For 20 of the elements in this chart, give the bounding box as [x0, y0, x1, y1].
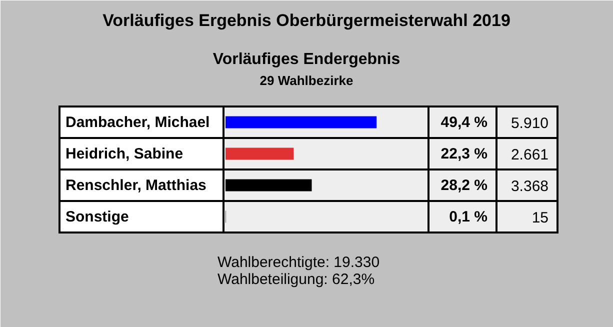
data-label: 0,1 %: [449, 208, 488, 226]
data-label: 22,3 %: [440, 145, 488, 162]
text: Wahlbeteiligung: 62,3%: [218, 271, 375, 288]
y-tick-label: Sonstige: [66, 208, 129, 226]
text: Wahlberechtigte: 19.330: [218, 254, 380, 271]
chart-subtitle: Vorläufiges Endergebnis: [212, 51, 400, 68]
chart-title: Vorläufiges Ergebnis Oberbürgermeisterwahl 2019: [102, 11, 510, 30]
y-tick-label: Heidrich, Sabine: [66, 145, 184, 162]
text: 5.910: [510, 114, 549, 132]
text: 29 Wahlbezirke: [260, 73, 354, 88]
bar: [226, 148, 294, 160]
data-label: 28,2 %: [440, 176, 488, 194]
bar: [226, 179, 312, 192]
y-tick-label: Renschler, Matthias: [66, 176, 206, 194]
text: 3.368: [510, 178, 549, 195]
text: 2.661: [510, 146, 549, 164]
y-tick-label: Dambacher, Michael: [66, 114, 210, 131]
data-label: 49,4 %: [440, 114, 488, 131]
bar: [226, 116, 377, 128]
text: 15: [532, 209, 549, 226]
